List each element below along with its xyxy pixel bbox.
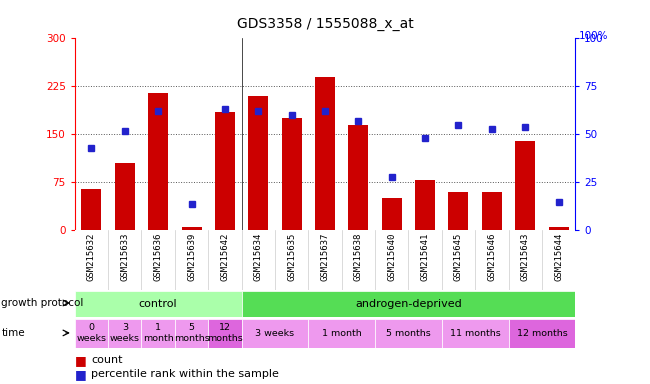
Text: GSM215639: GSM215639: [187, 232, 196, 281]
Text: 1 month: 1 month: [322, 329, 361, 338]
Bar: [442, 319, 508, 348]
Text: androgen-deprived: androgen-deprived: [355, 299, 462, 309]
Bar: [81, 189, 101, 230]
Bar: [248, 96, 268, 230]
Text: ■: ■: [75, 354, 86, 367]
Bar: [508, 319, 575, 348]
Text: GSM215634: GSM215634: [254, 232, 263, 281]
Bar: [148, 93, 168, 230]
Text: 11 months: 11 months: [450, 329, 500, 338]
Bar: [108, 319, 142, 348]
Text: GSM215646: GSM215646: [488, 232, 497, 281]
Bar: [348, 125, 369, 230]
Bar: [415, 180, 435, 230]
Bar: [142, 319, 175, 348]
Text: 100%: 100%: [578, 31, 608, 41]
Text: 12
months: 12 months: [207, 323, 243, 343]
Bar: [242, 319, 308, 348]
Text: 3
weeks: 3 weeks: [110, 323, 140, 343]
Bar: [115, 163, 135, 230]
Bar: [215, 112, 235, 230]
Bar: [482, 192, 502, 230]
Text: GSM215642: GSM215642: [220, 232, 229, 281]
Text: GSM215637: GSM215637: [320, 232, 330, 281]
Text: 0
weeks: 0 weeks: [77, 323, 107, 343]
Text: 5
months: 5 months: [174, 323, 209, 343]
Text: 5 months: 5 months: [386, 329, 431, 338]
Text: GSM215636: GSM215636: [153, 232, 162, 281]
Bar: [549, 227, 569, 230]
Bar: [208, 319, 242, 348]
Bar: [375, 319, 442, 348]
Text: control: control: [139, 299, 177, 309]
Bar: [75, 291, 242, 317]
Text: 3 weeks: 3 weeks: [255, 329, 294, 338]
Text: GSM215645: GSM215645: [454, 232, 463, 281]
Bar: [515, 141, 535, 230]
Text: GDS3358 / 1555088_x_at: GDS3358 / 1555088_x_at: [237, 17, 413, 31]
Bar: [242, 291, 575, 317]
Bar: [382, 199, 402, 230]
Text: 1
month: 1 month: [143, 323, 174, 343]
Text: percentile rank within the sample: percentile rank within the sample: [91, 369, 279, 379]
Bar: [281, 118, 302, 230]
Text: growth protocol: growth protocol: [1, 298, 84, 308]
Text: GSM215635: GSM215635: [287, 232, 296, 281]
Text: count: count: [91, 355, 122, 365]
Bar: [315, 77, 335, 230]
Bar: [75, 319, 108, 348]
Bar: [175, 319, 208, 348]
Text: GSM215632: GSM215632: [87, 232, 96, 281]
Bar: [448, 192, 469, 230]
Text: time: time: [1, 328, 25, 338]
Text: GSM215643: GSM215643: [521, 232, 530, 281]
Text: GSM215640: GSM215640: [387, 232, 396, 281]
Text: GSM215641: GSM215641: [421, 232, 430, 281]
Bar: [181, 227, 202, 230]
Text: GSM215638: GSM215638: [354, 232, 363, 281]
Bar: [308, 319, 375, 348]
Text: 12 months: 12 months: [517, 329, 567, 338]
Text: ■: ■: [75, 368, 86, 381]
Text: GSM215644: GSM215644: [554, 232, 563, 281]
Text: GSM215633: GSM215633: [120, 232, 129, 281]
